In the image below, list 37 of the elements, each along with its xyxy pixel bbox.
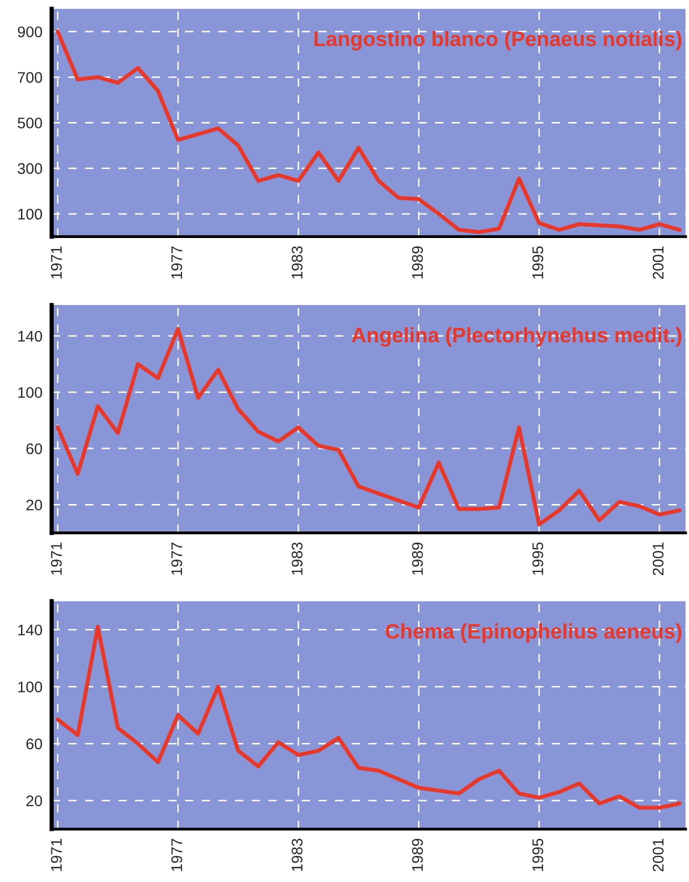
x-tick-label: 1971 <box>50 246 62 279</box>
line-series <box>56 624 682 810</box>
y-tick-label: 20 <box>26 795 42 806</box>
x-tick-label: 1977 <box>171 542 182 575</box>
x-tick-label: 1995 <box>532 542 544 575</box>
x-tick-label: 1977 <box>171 246 182 279</box>
x-tick-label: 1989 <box>412 246 423 279</box>
y-tick-label: 900 <box>18 26 42 38</box>
y-tick-label: 60 <box>26 738 42 750</box>
y-tick-label: 300 <box>18 163 42 174</box>
y-tick-label: 500 <box>18 118 42 128</box>
x-tick-label: 2001 <box>652 838 664 872</box>
y-tick-label: 140 <box>18 624 42 636</box>
x-tick-label: 1983 <box>292 542 303 575</box>
x-tick-label: 1971 <box>50 542 62 575</box>
y-tick-label: 100 <box>18 682 42 692</box>
x-tick-label: 1995 <box>532 246 544 279</box>
y-tick-label: 20 <box>26 500 42 510</box>
y-tick-label: 700 <box>18 72 42 83</box>
y-tick-label: 100 <box>18 208 42 220</box>
x-tick-label: 1983 <box>292 246 303 279</box>
y-tick-label: 60 <box>26 443 42 454</box>
x-tick-label: 1995 <box>532 838 544 871</box>
y-tick-label: 140 <box>18 330 42 342</box>
x-tick-label: 1989 <box>412 542 423 575</box>
text: Langostino blanco (Penaeus notialis) <box>314 30 682 50</box>
x-tick-label: 2001 <box>652 246 664 279</box>
text: Chema (Epinophelius aeneus) <box>386 623 682 643</box>
line-series <box>56 30 682 234</box>
x-tick-label: 2001 <box>652 542 664 576</box>
x-tick-label: 1983 <box>292 838 303 871</box>
x-tick-label: 1971 <box>50 838 62 871</box>
text: Angelina (Plectorhynehus medit.) <box>352 327 682 347</box>
x-tick-label: 1977 <box>171 838 182 871</box>
x-tick-label: 1989 <box>412 838 423 871</box>
line-series <box>56 326 682 526</box>
y-tick-label: 100 <box>18 387 42 398</box>
